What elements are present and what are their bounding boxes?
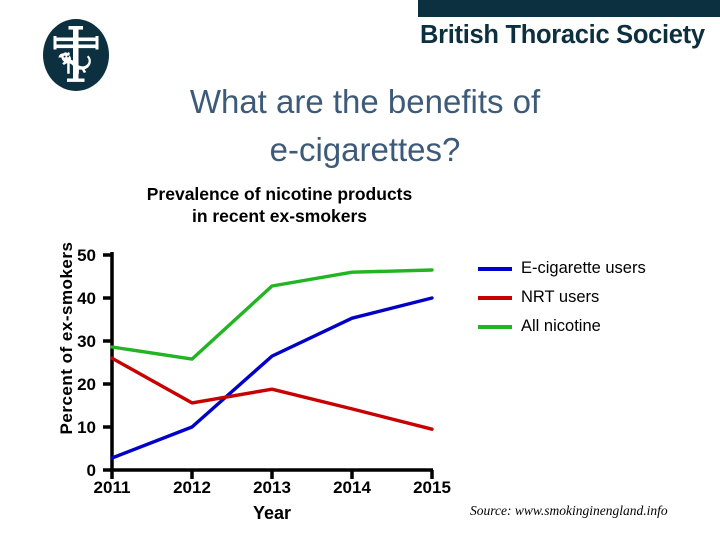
legend-item-e-cigarette-users: E-cigarette users xyxy=(478,254,693,283)
y-tick-label-20: 20 xyxy=(77,375,96,394)
y-tick-label-50: 50 xyxy=(77,246,96,265)
x-tick-label-2012: 2012 xyxy=(173,478,211,497)
page-title-line-1: What are the benefits of xyxy=(189,83,541,120)
y-tick-label-40: 40 xyxy=(77,289,96,308)
chart-title-line-1: Prevalence of nicotine products xyxy=(146,184,413,204)
legend-swatch-nrt-users xyxy=(478,295,512,300)
chart-legend: E-cigarette users NRT users All nicotine xyxy=(478,254,693,341)
chart-plot-area xyxy=(103,252,434,479)
x-tick-label-2015: 2015 xyxy=(413,478,451,497)
source-note: Source: www.smokinginengland.info xyxy=(470,503,668,518)
axis-tick-marks xyxy=(103,253,434,479)
page-title: What are the benefits of e-cigarettes? xyxy=(120,78,610,174)
y-tick-label-30: 30 xyxy=(77,332,96,351)
x-tick-label-2014: 2014 xyxy=(333,478,371,497)
page-title-line-2: e-cigarettes? xyxy=(269,130,461,168)
chart-figure: Prevalence of nicotine products in recen… xyxy=(0,178,720,523)
chart-line-all-nicotine xyxy=(110,268,434,361)
chart-line-nrt-users xyxy=(110,356,434,431)
legend-item-all-nicotine: All nicotine xyxy=(478,312,693,341)
chart-title-line-2: in recent ex-smokers xyxy=(191,205,368,226)
chart-line-e-cigarette-users xyxy=(110,296,434,460)
legend-label-all-nicotine: All nicotine xyxy=(521,317,601,335)
x-tick-label-2013: 2013 xyxy=(253,478,291,497)
chart-title: Prevalence of nicotine products in recen… xyxy=(92,184,467,228)
header-accent-bar xyxy=(418,0,720,17)
british-thoracic-society-logo xyxy=(38,17,114,93)
chart-series-group xyxy=(110,268,434,460)
legend-swatch-e-cigarette-users xyxy=(478,266,512,271)
x-tick-label-2011: 2011 xyxy=(93,478,131,497)
y-tick-label-10: 10 xyxy=(77,418,96,437)
legend-label-nrt-users: NRT users xyxy=(521,288,600,306)
y-tick-label-0: 0 xyxy=(86,461,96,480)
legend-swatch-all-nicotine xyxy=(478,324,512,329)
organisation-name: British Thoracic Society xyxy=(420,21,705,49)
x-axis-label: Year xyxy=(252,503,292,523)
legend-item-nrt-users: NRT users xyxy=(478,283,693,312)
legend-label-e-cigarette-users: E-cigarette users xyxy=(521,259,646,277)
